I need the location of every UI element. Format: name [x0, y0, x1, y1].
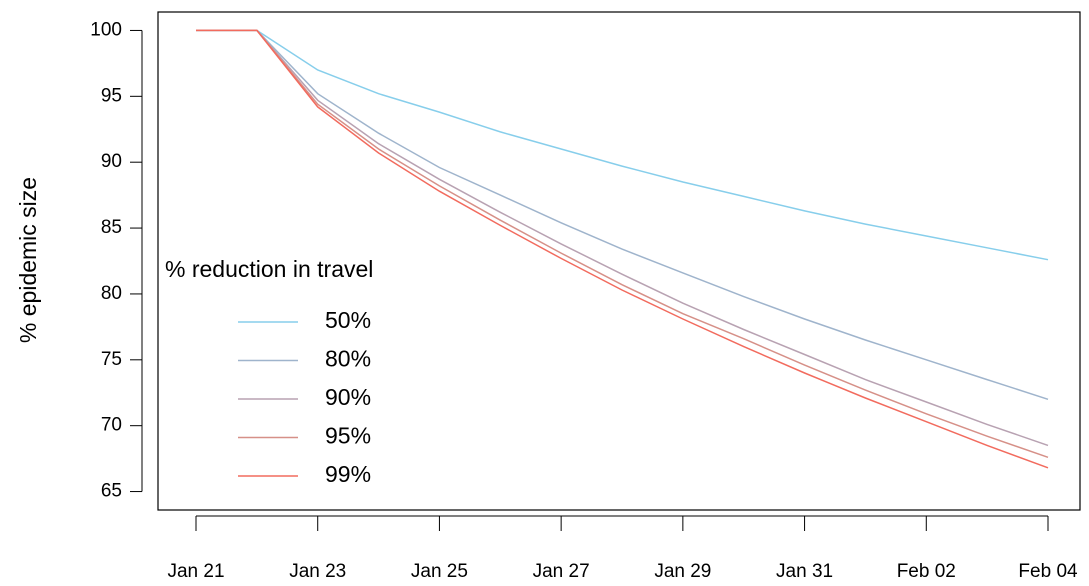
- series-line: [196, 29, 1049, 459]
- y-axis-label: % epidemic size: [15, 177, 41, 343]
- legend-label: 80%: [325, 346, 371, 372]
- y-tick-label: 95: [101, 85, 122, 106]
- series-line: [196, 29, 1049, 401]
- x-tick-label: Jan 23: [289, 561, 346, 582]
- y-tick-label: 100: [90, 19, 122, 40]
- legend-label: 95%: [325, 423, 371, 449]
- series-line: [196, 29, 1049, 469]
- legend-label: 99%: [325, 461, 371, 487]
- y-tick-label: 90: [101, 151, 122, 172]
- y-tick-label: 80: [101, 283, 122, 304]
- x-tick-label: Feb 02: [897, 561, 956, 582]
- x-tick-label: Jan 29: [654, 561, 711, 582]
- legend-label: 90%: [325, 384, 371, 410]
- series-line: [196, 29, 1049, 447]
- x-tick-label: Jan 27: [533, 561, 590, 582]
- y-tick-label: 70: [101, 415, 122, 436]
- x-tick-label: Feb 04: [1018, 561, 1078, 582]
- x-tick-label: Jan 25: [411, 561, 468, 582]
- y-tick-label: 65: [101, 481, 122, 502]
- series-line: [196, 29, 1049, 261]
- x-tick-label: Jan 31: [776, 561, 833, 582]
- plot-box: [157, 11, 1081, 511]
- y-tick-label: 75: [101, 349, 122, 370]
- x-tick-label: Jan 21: [167, 561, 224, 582]
- y-tick-label: 85: [101, 217, 122, 238]
- legend-label: 50%: [325, 307, 371, 333]
- legend-title: % reduction in travel: [165, 256, 373, 282]
